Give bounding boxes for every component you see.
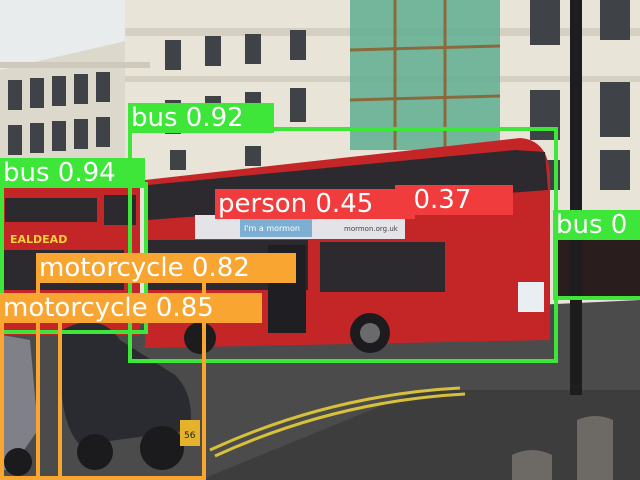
svg-text:EALDEAD: EALDEAD [10,233,67,246]
detection-box-motorcycle [0,318,62,480]
detection-label-bus: bus 0.92 [128,103,274,133]
right-bus [555,240,640,300]
bollard [577,416,613,480]
scooters: 56 [2,322,200,476]
bollard [512,450,552,480]
detection-label-motorcycle: motorcycle 0.85 [0,293,262,323]
detection-label-motorcycle: motorcycle 0.82 [36,253,296,283]
street-pole [570,0,582,395]
detection-label-bus: bus 0 [553,210,640,240]
svg-text:56: 56 [184,431,196,441]
detection-label-bus: bus 0.94 [0,158,145,188]
detection-label-person: person 0.45 [215,189,415,219]
svg-text:mormon.org.uk: mormon.org.uk [344,225,399,233]
scaffolding [350,0,500,150]
svg-text:I'm a mormon: I'm a mormon [244,224,300,233]
detection-box-bus [553,234,640,300]
